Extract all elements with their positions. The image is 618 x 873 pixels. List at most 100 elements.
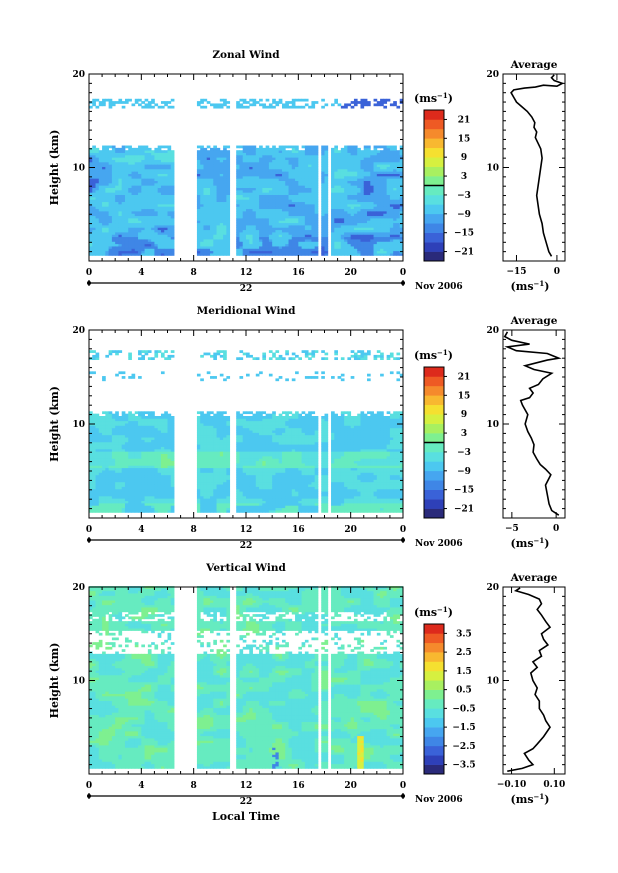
heatmap-cell [151, 196, 155, 200]
heatmap-cell [347, 250, 352, 254]
heatmap-cell [118, 460, 123, 464]
heatmap-cell [124, 150, 129, 153]
heatmap-cell [216, 192, 221, 196]
heatmap-cell [311, 213, 316, 217]
heatmap-cell [399, 253, 404, 256]
heatmap-cell [206, 243, 211, 247]
heatmap-cell [242, 206, 247, 210]
heatmap-cell [347, 159, 352, 163]
heatmap-cell [340, 227, 345, 231]
heatmap-cell [115, 446, 119, 450]
heatmap-cell [170, 222, 175, 226]
heatmap-cell [360, 222, 365, 226]
heatmap-cell [393, 215, 397, 219]
heatmap-cell [92, 481, 96, 485]
heatmap-cell [363, 152, 368, 156]
heatmap-cell [121, 425, 126, 429]
heatmap-cell [138, 241, 142, 245]
heatmap-cell [131, 493, 136, 497]
heatmap-cell [295, 236, 299, 240]
heatmap-cell [304, 232, 309, 235]
heatmap-cell [206, 241, 211, 245]
heatmap-cell [219, 159, 224, 163]
heatmap-cell [347, 173, 352, 177]
heatmap-cell [360, 159, 365, 163]
heatmap-cell [206, 232, 211, 235]
heatmap-cell [242, 98, 247, 102]
heatmap-cell [98, 425, 103, 429]
heatmap-cell [399, 152, 404, 156]
heatmap-cell [92, 185, 96, 188]
heatmap-cell [344, 182, 348, 186]
heatmap-cell [92, 248, 96, 252]
heatmap-cell [115, 234, 119, 238]
heatmap-cell [98, 439, 103, 443]
heatmap-cell [98, 103, 103, 107]
heatmap-cell [347, 208, 352, 212]
heatmap-cell [138, 510, 142, 513]
heatmap-cell [393, 145, 397, 149]
heatmap-cell [304, 213, 309, 217]
heatmap-cell [272, 199, 276, 203]
heatmap-cell [138, 103, 142, 107]
heatmap-cell [347, 210, 352, 214]
heatmap-cell [213, 185, 217, 188]
heatmap-cell [154, 243, 159, 247]
heatmap-cell [321, 180, 325, 184]
heatmap-cell [102, 432, 106, 436]
heatmap-cell [383, 157, 388, 160]
heatmap-cell [115, 201, 119, 205]
heatmap-cell [200, 98, 204, 102]
heatmap-cell [115, 101, 119, 104]
heatmap-cell [167, 194, 172, 198]
heatmap-cell [216, 217, 221, 221]
heatmap-cell [242, 164, 247, 167]
heatmap-cell [344, 236, 348, 240]
heatmap-cell [216, 159, 221, 163]
heatmap-cell [115, 229, 119, 233]
heatmap-cell [138, 150, 142, 153]
heatmap-cell [298, 215, 302, 219]
heatmap-cell [200, 210, 204, 214]
heatmap-cell [295, 147, 299, 151]
heatmap-cell [337, 192, 342, 196]
heatmap-cell [157, 217, 162, 221]
heatmap-cell [285, 234, 289, 238]
heatmap-cell [262, 194, 267, 198]
heatmap-cell [147, 206, 152, 210]
heatmap-cell [124, 154, 129, 158]
heatmap-cell [157, 164, 162, 167]
heatmap-cell [281, 145, 286, 149]
heatmap-cell [281, 154, 286, 158]
heatmap-cell [380, 103, 384, 107]
heatmap-cell [288, 187, 293, 191]
heatmap-cell [108, 434, 113, 438]
heatmap-cell [98, 488, 103, 492]
heatmap-cell [89, 168, 93, 172]
heatmap-cell [111, 227, 116, 231]
heatmap-cell [108, 253, 113, 256]
heatmap-cell [124, 444, 129, 447]
colorbar-tick-label: 3 [461, 172, 467, 182]
heatmap-cell [134, 467, 139, 471]
heatmap-cell [347, 206, 352, 210]
heatmap-cell [252, 234, 257, 238]
heatmap-cell [321, 253, 325, 256]
heatmap-cell [311, 196, 316, 200]
heatmap-cell [167, 189, 172, 193]
heatmap-cell [239, 196, 244, 200]
heatmap-cell [121, 446, 126, 450]
heatmap-cell [380, 246, 384, 249]
heatmap-cell [373, 171, 378, 174]
heatmap-cell [219, 215, 224, 219]
heatmap-cell [223, 250, 227, 254]
heatmap-cell [340, 201, 345, 205]
heatmap-cell [275, 246, 280, 249]
heatmap-cell [236, 192, 240, 196]
heatmap-cell [151, 180, 155, 184]
heatmap-cell [363, 241, 368, 245]
heatmap-cell [262, 185, 267, 188]
heatmap-cell [370, 203, 374, 207]
heatmap-cell [324, 178, 329, 181]
heatmap-cell [324, 196, 329, 200]
